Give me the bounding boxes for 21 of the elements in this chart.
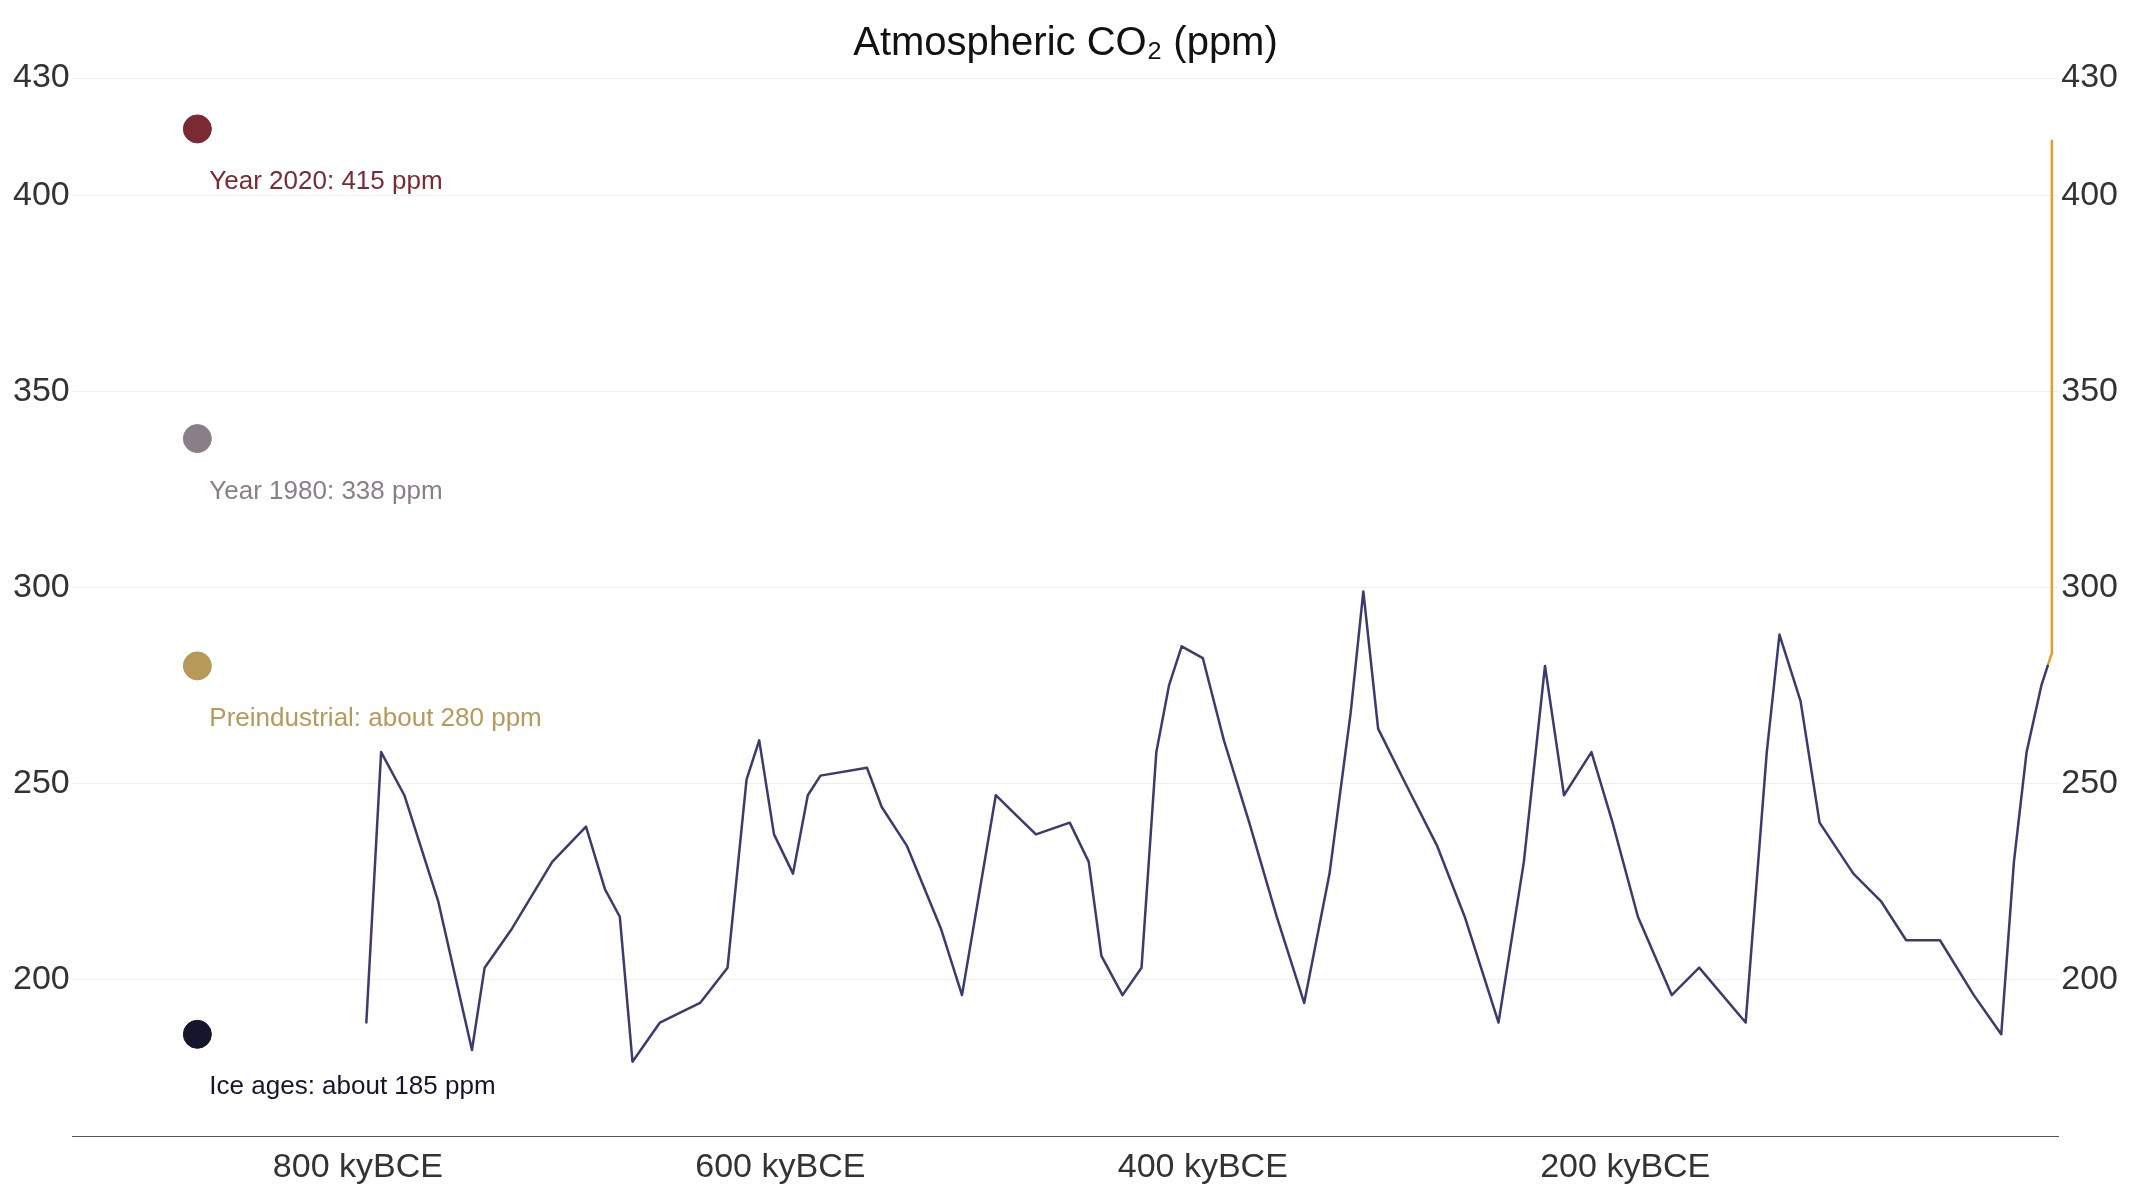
y2-tick-label: 430	[2061, 56, 2119, 95]
y-tick-label: 300	[12, 565, 70, 604]
x-tick-label: 800 kyBCE	[272, 1145, 443, 1184]
x-tick-label: 400 kyBCE	[1117, 1145, 1288, 1184]
x-tick-label: 200 kyBCE	[1540, 1145, 1711, 1184]
y2-tick-label: 200	[2061, 957, 2119, 996]
series-label: Preindustrial: about 280 ppm	[209, 702, 542, 733]
series-label: Year 2020: 415 ppm	[209, 165, 443, 196]
y2-tick-label: 300	[2061, 565, 2119, 604]
y-tick-label: 200	[12, 957, 70, 996]
y-tick-label: 350	[12, 369, 70, 408]
chart-title: Atmospheric CO₂ (ppm)	[853, 19, 1278, 64]
x-tick-label: 600 kyBCE	[695, 1145, 866, 1184]
y2-tick-label: 400	[2061, 173, 2119, 212]
y2-tick-label: 250	[2061, 761, 2119, 800]
series-label: Ice ages: about 185 ppm	[209, 1070, 496, 1101]
y2-tick-label: 350	[2061, 369, 2119, 408]
y-tick-label: 250	[12, 761, 70, 800]
y-tick-label: 430	[12, 56, 70, 95]
series-label: Year 1980: 338 ppm	[209, 474, 443, 505]
y-tick-label: 400	[12, 173, 70, 212]
